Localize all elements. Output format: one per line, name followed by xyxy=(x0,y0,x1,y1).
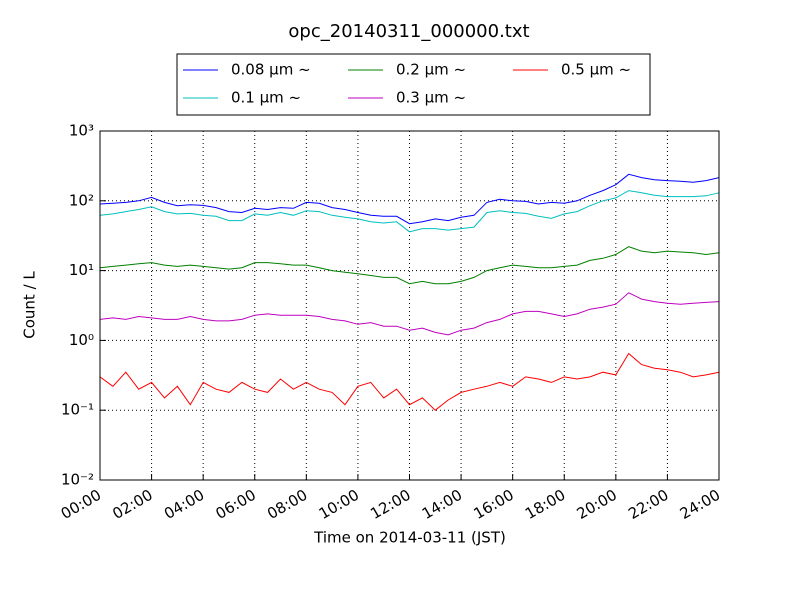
y-tick-label: 10¹ xyxy=(69,261,94,279)
y-axis-label: Count / L xyxy=(21,271,39,339)
data-line xyxy=(99,292,720,336)
y-tick-label: 10⁻² xyxy=(61,471,94,489)
legend-box xyxy=(176,53,651,116)
legend-label: 0.3 μm ~ xyxy=(396,89,466,107)
legend-label: 0.08 μm ~ xyxy=(231,61,311,79)
data-line xyxy=(99,246,720,285)
data-line xyxy=(99,190,720,233)
data-line xyxy=(99,352,720,411)
y-tick-label: 10⁰ xyxy=(69,331,94,349)
data-line xyxy=(99,173,720,225)
plot-frame xyxy=(99,130,720,481)
legend-label: 0.1 μm ~ xyxy=(231,89,301,107)
y-tick-label: 10³ xyxy=(69,122,94,140)
x-axis-label: Time on 2014-03-11 (JST) xyxy=(313,529,506,547)
chart-title: opc_20140311_000000.txt xyxy=(288,21,529,42)
legend-label: 0.2 μm ~ xyxy=(396,61,466,79)
y-tick-label: 10² xyxy=(69,191,94,209)
legend-label: 0.5 μm ~ xyxy=(561,61,631,79)
y-tick-label: 10⁻¹ xyxy=(61,401,94,419)
